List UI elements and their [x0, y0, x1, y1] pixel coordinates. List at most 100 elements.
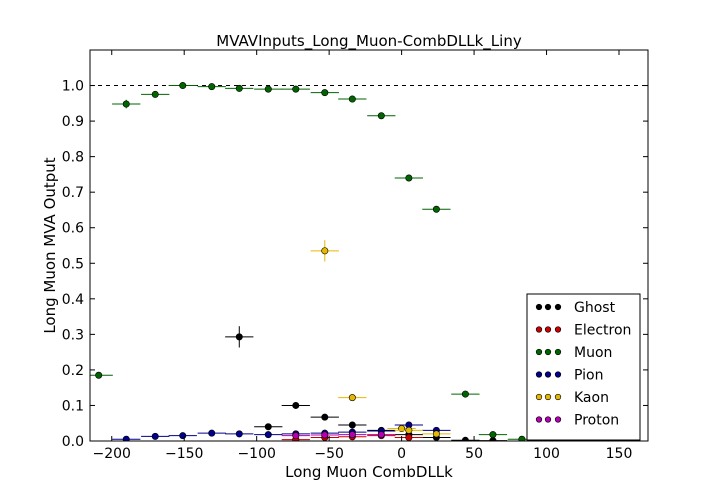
- legend-label: Pion: [574, 368, 603, 384]
- x-tick-label: 50: [465, 446, 483, 462]
- legend-marker: [554, 393, 562, 401]
- muon-marker: [405, 174, 413, 182]
- muon-point: [367, 112, 396, 120]
- legend-entry-ghost: Ghost: [535, 300, 616, 316]
- y-tick-label: 0.6: [62, 221, 84, 237]
- y-tick-label: 1.0: [62, 79, 84, 95]
- pion-point: [225, 430, 254, 438]
- legend-label: Electron: [574, 323, 631, 339]
- y-tick-label: 0.7: [62, 185, 84, 201]
- legend-label: Kaon: [574, 390, 609, 406]
- y-tick-label: 0.2: [62, 363, 84, 379]
- electron-marker: [405, 433, 413, 441]
- y-tick-label: 0.5: [62, 256, 84, 272]
- y-tick-label: 0.4: [62, 292, 84, 308]
- legend-marker: [544, 326, 552, 333]
- pion-marker: [264, 431, 272, 439]
- muon-marker: [461, 390, 469, 398]
- pion-marker: [122, 435, 130, 441]
- y-tick-label: 0.3: [62, 327, 84, 343]
- muon-point: [112, 99, 141, 109]
- pion-point: [141, 432, 170, 440]
- proton-point: [310, 431, 339, 439]
- legend-label: Ghost: [574, 300, 616, 316]
- muon-marker: [432, 205, 440, 213]
- y-tick-label: 0.8: [62, 150, 84, 166]
- muon-marker: [151, 90, 159, 98]
- legend-marker: [544, 303, 552, 311]
- ghost-point: [225, 326, 254, 348]
- axis-ticks: −200 −150 −100 −50 0 50 100 150 0.0 0.1 0.2 0.3 0.4 0…: [62, 50, 648, 462]
- muon-point: [338, 95, 367, 103]
- legend-entry-electron: Electron: [535, 323, 631, 339]
- ghost-point: [451, 436, 480, 441]
- muon-marker: [122, 100, 130, 108]
- x-tick-label: −200: [93, 446, 131, 462]
- y-tick-label: 0.0: [62, 434, 84, 450]
- ghost-point: [338, 421, 367, 429]
- ghost-point: [254, 423, 283, 431]
- muon-point: [281, 85, 310, 93]
- legend-marker: [554, 416, 562, 423]
- muon-point: [254, 85, 283, 93]
- x-tick-label: −100: [237, 446, 275, 462]
- x-tick-label: 100: [533, 446, 560, 462]
- legend-marker: [544, 371, 552, 378]
- pion-point: [254, 431, 283, 439]
- x-tick-label: −50: [314, 446, 344, 462]
- x-tick-label: 150: [606, 446, 633, 462]
- muon-marker: [208, 83, 216, 91]
- y-axis-label: Long Muon MVA Output: [41, 157, 59, 333]
- legend-entry-muon: Muon: [535, 345, 612, 361]
- muon-point: [168, 82, 197, 90]
- proton-point: [281, 432, 310, 440]
- proton-marker: [377, 431, 385, 439]
- kaon-marker: [432, 430, 440, 438]
- muon-marker: [348, 95, 356, 103]
- plot-frame: [89, 49, 649, 442]
- legend-marker: [535, 371, 543, 378]
- ghost-marker: [348, 421, 356, 429]
- legend-box: [526, 293, 641, 441]
- proton-marker: [348, 431, 356, 439]
- pion-marker: [235, 430, 243, 438]
- proton-marker: [292, 432, 300, 440]
- proton-marker: [321, 431, 329, 439]
- ghost-marker: [235, 333, 243, 341]
- legend-label: Muon: [574, 345, 612, 361]
- pion-marker: [179, 432, 187, 440]
- legend-marker: [544, 393, 552, 401]
- legend-marker: [535, 303, 543, 311]
- kaon-point: [310, 240, 339, 262]
- legend-marker: [535, 348, 543, 356]
- muon-marker: [264, 85, 272, 93]
- kaon-point: [422, 430, 451, 438]
- ghost-marker: [264, 423, 272, 431]
- legend-marker: [544, 416, 552, 423]
- ghost-point: [310, 413, 339, 421]
- kaon-marker: [405, 426, 413, 434]
- legend-entry-pion: Pion: [535, 368, 603, 384]
- legend: Ghost Electron Muon Pion Kaon Proton: [526, 293, 641, 441]
- kaon-point: [394, 426, 423, 434]
- data-points-layer: [90, 82, 648, 441]
- legend-marker: [554, 348, 562, 356]
- muon-marker: [518, 435, 526, 441]
- x-tick-label: −150: [165, 446, 203, 462]
- ghost-marker: [461, 436, 469, 441]
- pion-point: [168, 432, 197, 440]
- muon-point: [310, 89, 339, 97]
- chart-title: MVAVInputs_Long_Muon-CombDLLk_Liny: [216, 32, 522, 51]
- muon-marker: [377, 112, 385, 120]
- pion-point: [112, 435, 141, 441]
- legend-entry-kaon: Kaon: [535, 390, 609, 406]
- y-tick-label: 0.9: [62, 114, 84, 130]
- kaon-marker: [321, 247, 329, 255]
- muon-point: [197, 83, 226, 91]
- legend-marker: [554, 371, 562, 378]
- muon-marker: [292, 85, 300, 93]
- ghost-marker: [292, 401, 300, 409]
- legend-marker: [544, 348, 552, 356]
- legend-entry-proton: Proton: [535, 413, 619, 429]
